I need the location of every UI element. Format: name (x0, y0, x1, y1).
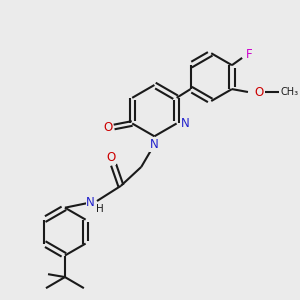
Text: F: F (245, 49, 252, 62)
Text: O: O (103, 121, 112, 134)
Text: H: H (96, 204, 104, 214)
Text: N: N (180, 117, 189, 130)
Text: CH₃: CH₃ (280, 87, 299, 97)
Text: N: N (86, 196, 95, 209)
Text: N: N (150, 138, 159, 151)
Text: O: O (254, 85, 263, 98)
Text: O: O (106, 151, 116, 164)
